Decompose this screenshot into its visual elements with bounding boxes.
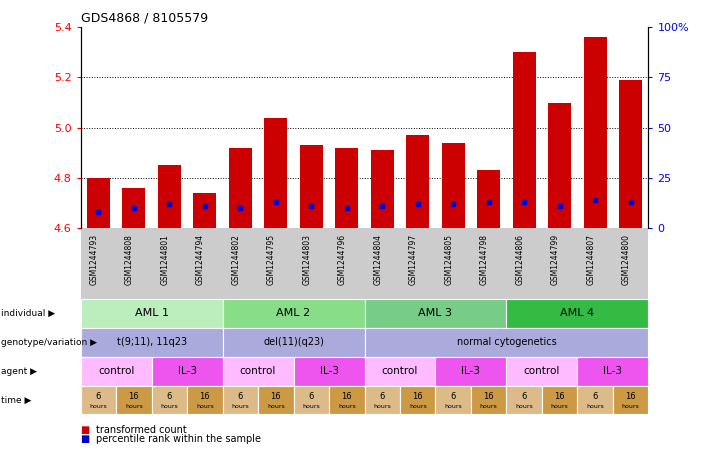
Text: AML 1: AML 1 (135, 308, 169, 318)
Bar (512, 53, 536, 228)
Text: ■: ■ (81, 425, 90, 435)
Text: GSM1244802: GSM1244802 (231, 234, 240, 285)
Text: hours: hours (409, 404, 427, 409)
Text: 16: 16 (412, 392, 423, 401)
Text: GSM1244798: GSM1244798 (479, 234, 489, 285)
Text: hours: hours (374, 404, 391, 409)
Text: 16: 16 (625, 392, 636, 401)
Text: hours: hours (90, 404, 107, 409)
Bar (477, 170, 501, 228)
Text: AML 2: AML 2 (276, 308, 311, 318)
Text: 6: 6 (592, 392, 598, 401)
Text: AML 4: AML 4 (560, 308, 594, 318)
Bar (122, 188, 145, 228)
Text: IL-3: IL-3 (320, 366, 339, 376)
Text: del(11)(q23): del(11)(q23) (263, 337, 324, 347)
Bar (406, 135, 429, 228)
Text: control: control (240, 366, 276, 376)
Text: hours: hours (586, 404, 604, 409)
Bar (619, 80, 642, 228)
Text: 16: 16 (554, 392, 565, 401)
Text: hours: hours (444, 404, 462, 409)
Text: 16: 16 (271, 392, 281, 401)
Text: GSM1244797: GSM1244797 (409, 234, 418, 285)
Text: control: control (98, 366, 135, 376)
Text: GSM1244795: GSM1244795 (267, 234, 275, 285)
Text: hours: hours (267, 404, 285, 409)
Text: hours: hours (231, 404, 249, 409)
Text: GDS4868 / 8105579: GDS4868 / 8105579 (81, 12, 207, 24)
Text: GSM1244793: GSM1244793 (89, 234, 98, 285)
Text: time ▶: time ▶ (1, 396, 31, 405)
Text: 6: 6 (308, 392, 314, 401)
Text: 16: 16 (341, 392, 352, 401)
Text: GSM1244808: GSM1244808 (125, 234, 134, 285)
Text: GSM1244804: GSM1244804 (373, 234, 382, 285)
Bar (548, 103, 571, 228)
Text: hours: hours (125, 404, 143, 409)
Text: 16: 16 (484, 392, 494, 401)
Text: 6: 6 (238, 392, 243, 401)
Text: hours: hours (161, 404, 178, 409)
Text: AML 3: AML 3 (418, 308, 453, 318)
Bar (264, 118, 287, 228)
Bar (87, 178, 110, 228)
Text: GSM1244807: GSM1244807 (586, 234, 595, 285)
Text: ■: ■ (81, 434, 90, 443)
Text: GSM1244806: GSM1244806 (515, 234, 524, 285)
Bar (335, 148, 358, 228)
Text: genotype/variation ▶: genotype/variation ▶ (1, 338, 97, 347)
Text: 16: 16 (200, 392, 210, 401)
Text: GSM1244799: GSM1244799 (551, 234, 559, 285)
Text: GSM1244796: GSM1244796 (338, 234, 347, 285)
Text: hours: hours (196, 404, 214, 409)
Text: hours: hours (480, 404, 498, 409)
Text: hours: hours (302, 404, 320, 409)
Text: 6: 6 (451, 392, 456, 401)
Text: hours: hours (622, 404, 639, 409)
Text: transformed count: transformed count (96, 425, 186, 435)
Text: control: control (382, 366, 418, 376)
Bar (584, 37, 607, 228)
Text: agent ▶: agent ▶ (1, 367, 36, 376)
Bar (371, 150, 394, 228)
Bar (193, 193, 217, 228)
Text: normal cytogenetics: normal cytogenetics (456, 337, 557, 347)
Bar (158, 165, 181, 228)
Text: hours: hours (551, 404, 569, 409)
Text: GSM1244794: GSM1244794 (196, 234, 205, 285)
Text: 6: 6 (167, 392, 172, 401)
Bar (442, 143, 465, 228)
Text: individual ▶: individual ▶ (1, 309, 55, 318)
Text: GSM1244805: GSM1244805 (444, 234, 454, 285)
Text: hours: hours (338, 404, 355, 409)
Text: 6: 6 (379, 392, 385, 401)
Text: IL-3: IL-3 (177, 366, 196, 376)
Text: percentile rank within the sample: percentile rank within the sample (96, 434, 261, 443)
Text: GSM1244803: GSM1244803 (302, 234, 311, 285)
Text: GSM1244800: GSM1244800 (622, 234, 631, 285)
Text: IL-3: IL-3 (461, 366, 480, 376)
Text: hours: hours (515, 404, 533, 409)
Text: 6: 6 (95, 392, 101, 401)
Text: t(9;11), 11q23: t(9;11), 11q23 (116, 337, 186, 347)
Text: IL-3: IL-3 (604, 366, 622, 376)
Text: 16: 16 (128, 392, 139, 401)
Bar (300, 145, 323, 228)
Bar (229, 148, 252, 228)
Text: control: control (524, 366, 560, 376)
Text: 6: 6 (522, 392, 527, 401)
Text: GSM1244801: GSM1244801 (161, 234, 170, 285)
